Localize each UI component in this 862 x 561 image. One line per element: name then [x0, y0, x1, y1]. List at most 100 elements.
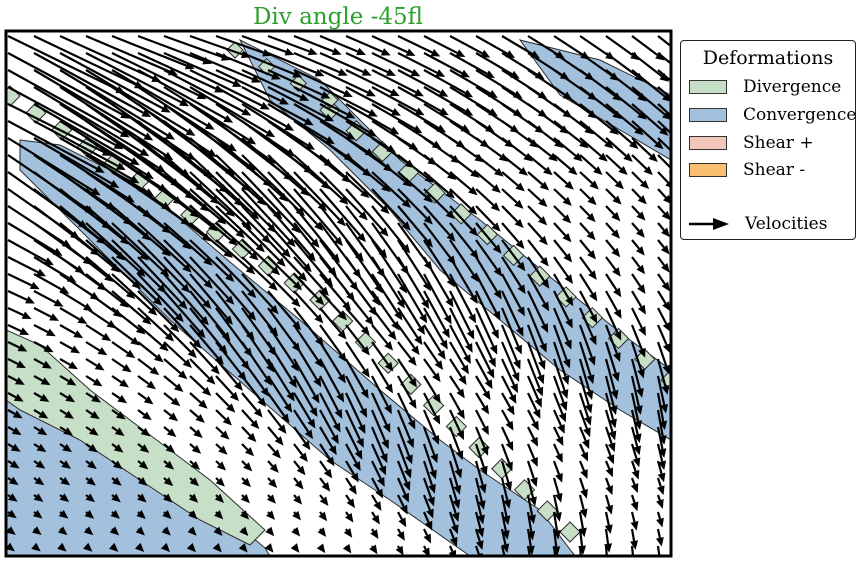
velocity-arrow: [579, 171, 599, 190]
velocity-arrow: [578, 460, 588, 479]
velocity-arrow: [397, 511, 407, 528]
velocity-arrow: [7, 426, 22, 436]
velocity-arrow: [293, 103, 356, 140]
velocity-arrow: [59, 52, 171, 113]
velocity-arrow: [605, 86, 647, 120]
velocity-arrow: [215, 460, 227, 471]
velocity-arrow: [85, 205, 149, 261]
velocity-arrow: [267, 426, 284, 446]
velocity-arrow: [448, 511, 459, 535]
velocity-arrow: [319, 69, 376, 97]
velocity-arrow: [215, 205, 265, 253]
velocity-arrow: [7, 256, 47, 277]
velocity-arrow: [423, 324, 446, 360]
velocity-arrow: [631, 222, 645, 238]
velocity-arrow: [527, 222, 548, 246]
velocity-arrow: [371, 103, 423, 134]
velocity-arrow: [423, 103, 471, 133]
velocity-arrow: [265, 526, 275, 537]
velocity-arrow: [578, 494, 588, 519]
velocity-arrow: [604, 477, 613, 496]
velocity-arrow: [85, 273, 129, 308]
velocity-arrow: [475, 409, 489, 436]
velocity-arrow: [267, 341, 297, 389]
velocity-arrow: [267, 477, 278, 489]
velocity-arrow: [59, 137, 140, 184]
velocity-arrow: [501, 205, 524, 229]
velocity-arrow: [293, 273, 325, 306]
velocity-arrow: [501, 273, 525, 317]
velocity-arrow: [85, 222, 146, 277]
velocity-arrow: [526, 375, 542, 408]
velocity-arrow: [449, 307, 473, 353]
chart-title: Div angle -45fl: [253, 4, 423, 30]
velocity-arrow: [605, 273, 622, 298]
velocity-arrow: [579, 154, 603, 176]
velocity-arrow: [163, 477, 174, 487]
velocity-arrow: [604, 375, 618, 415]
velocity-arrow: [215, 137, 289, 202]
velocity-arrow: [422, 443, 437, 480]
velocity-arrow: [189, 273, 233, 325]
velocity-arrow: [578, 443, 589, 462]
velocity-arrow: [631, 188, 647, 205]
velocity-arrow: [501, 154, 528, 176]
velocity-arrow: [293, 494, 303, 505]
velocity-arrow: [267, 222, 312, 273]
velocity-arrow: [604, 494, 614, 515]
velocity-arrow: [605, 154, 628, 176]
velocity-arrow: [423, 290, 450, 339]
velocity-arrow: [163, 273, 209, 326]
velocity-arrow: [423, 341, 443, 370]
velocity-arrow: [293, 239, 334, 287]
velocity-arrow: [318, 511, 328, 522]
velocity-arrow: [396, 477, 409, 503]
velocity-arrow: [605, 222, 621, 239]
velocity-arrow: [371, 256, 405, 309]
velocity-arrow: [397, 392, 416, 430]
velocity-arrow: [33, 307, 60, 321]
velocity-arrow: [630, 324, 646, 358]
velocity-arrow: [553, 120, 589, 149]
velocity-arrow: [475, 171, 501, 193]
velocity-arrow: [553, 443, 563, 463]
velocity-arrow: [579, 273, 598, 302]
velocity-arrow: [85, 341, 108, 356]
velocity-arrow: [631, 290, 646, 315]
velocity-arrow: [501, 409, 514, 431]
velocity-arrow: [397, 188, 433, 225]
velocity-arrow: [605, 188, 622, 205]
velocity-arrow: [579, 239, 597, 260]
velocity-arrow: [137, 375, 156, 390]
velocity-arrow: [33, 460, 46, 469]
velocity-arrow: [526, 307, 547, 353]
velocity-arrow: [189, 137, 267, 206]
velocity-arrow: [241, 86, 314, 126]
velocity-arrow: [371, 358, 393, 394]
velocity-arrow: [475, 239, 503, 277]
legend: Deformations Divergence Convergence Shea…: [680, 40, 856, 240]
velocity-arrow: [188, 493, 199, 503]
divergence-diamond: [660, 369, 671, 391]
velocity-arrow: [579, 290, 598, 324]
velocity-arrow: [527, 35, 566, 60]
velocity-arrow: [526, 477, 537, 507]
velocity-arrow: [475, 205, 501, 232]
divergence-diamond: [468, 436, 490, 459]
velocity-arrow: [657, 137, 671, 153]
velocity-arrow: [579, 137, 608, 162]
velocity-arrow: [423, 205, 456, 242]
velocity-arrow: [449, 392, 465, 420]
velocity-arrow: [111, 256, 163, 306]
velocity-arrow: [58, 509, 69, 519]
velocity-arrow: [345, 154, 391, 193]
velocity-arrow: [656, 324, 671, 354]
velocity-arrow: [189, 443, 202, 454]
velocity-arrow: [319, 409, 339, 445]
velocity-arrow: [630, 477, 639, 493]
velocity-arrow: [241, 290, 279, 337]
velocity-arrow: [241, 409, 260, 430]
velocity-arrow: [604, 341, 620, 382]
velocity-arrow: [319, 494, 329, 507]
velocity-arrow: [345, 392, 366, 435]
